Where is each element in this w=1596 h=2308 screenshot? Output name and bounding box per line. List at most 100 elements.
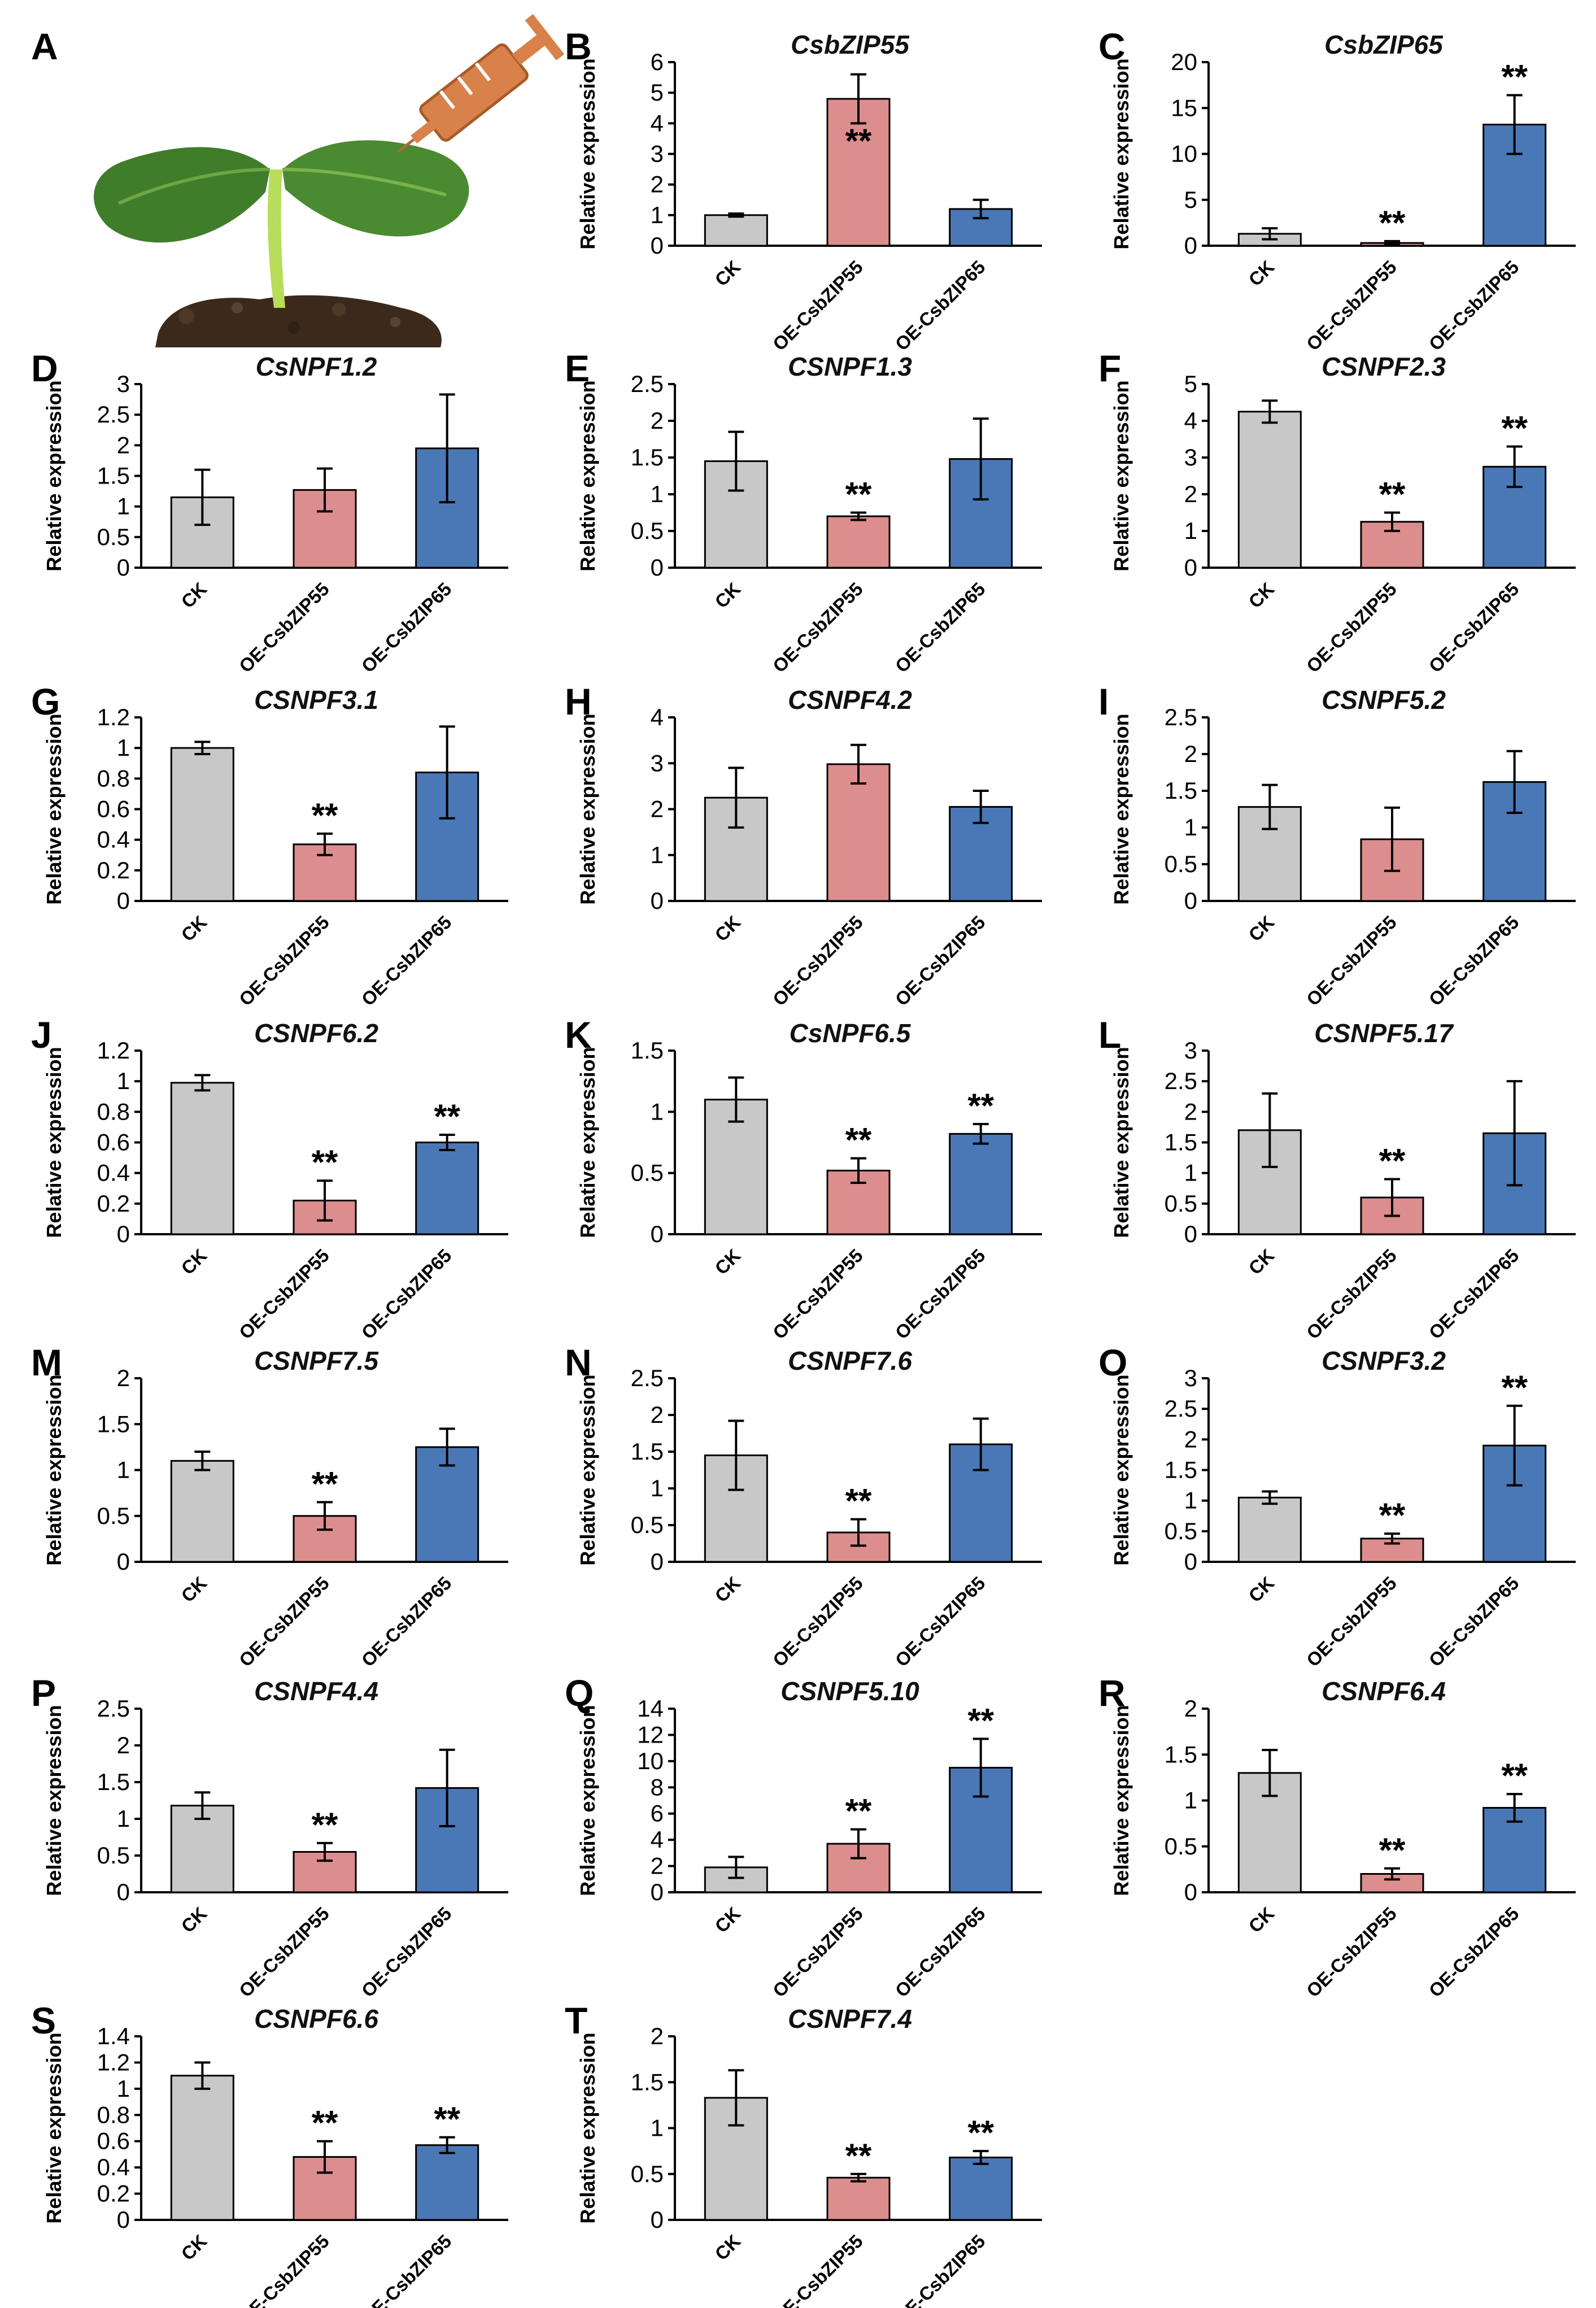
y-tick-label: 0 [651, 2206, 664, 2233]
y-tick-label: 1.5 [1165, 777, 1197, 804]
chart-panel-b: B CsbZIP55 Relative expression 0 1 2 3 4 5 6 CK ** O… [565, 25, 1042, 355]
category-label: CK [177, 2231, 211, 2265]
y-tick-label: 0 [117, 887, 130, 914]
y-tick-label: 4 [651, 1826, 664, 1853]
category-label: CK [1244, 1245, 1278, 1279]
category-label: OE-CsbZIP65 [357, 1245, 456, 1343]
category-label: OE-CsbZIP55 [1302, 1573, 1401, 1671]
y-tick-label: 1.5 [631, 1438, 664, 1465]
y-tick-label: 0.5 [631, 517, 664, 544]
y-tick-label: 1.5 [97, 1410, 130, 1437]
bar-ck [1237, 411, 1302, 569]
y-tick-label: 1.5 [1165, 1457, 1197, 1483]
y-axis-label: Relative expression [576, 58, 599, 249]
category-label: OE-CsbZIP55 [769, 912, 867, 1010]
y-tick-label: 2 [651, 1401, 664, 1428]
category-label: CK [177, 1903, 211, 1937]
category-label: CK [710, 912, 744, 946]
y-axis-label: Relative expression [1110, 713, 1133, 904]
chart-title: CSNPF6.2 [254, 1018, 378, 1048]
y-tick-label: 0 [117, 554, 130, 581]
bar-oe-csbzip55 [826, 763, 891, 902]
y-axis-label: Relative expression [576, 1047, 599, 1238]
category-label: CK [177, 1573, 211, 1606]
category-label: CK [177, 912, 211, 946]
y-tick-label: 0.4 [97, 1160, 130, 1186]
significance-mark: ** [312, 1143, 338, 1181]
chart-title: CSNPF3.2 [1322, 1346, 1446, 1375]
y-tick-label: 1 [117, 1805, 130, 1832]
y-tick-label: 20 [1171, 49, 1197, 75]
y-tick-label: 0.8 [97, 765, 130, 791]
significance-mark: ** [1379, 1142, 1406, 1180]
y-tick-label: 0 [651, 232, 664, 259]
panel-letter: I [1098, 681, 1109, 722]
y-tick-label: 0 [117, 1548, 130, 1575]
significance-mark: ** [312, 796, 338, 834]
y-tick-label: 1 [1184, 1787, 1197, 1814]
chart-panel-t: T CSNPF7.4 Relative expression 0 0.5 1 1.5 2 CK *… [565, 2000, 1042, 2308]
y-tick-label: 1.5 [631, 444, 664, 471]
y-tick-label: 2 [117, 1732, 130, 1758]
chart-title: CSNPF7.5 [254, 1346, 379, 1375]
chart-panel-k: K CsNPF6.5 Relative expression 0 0.5 1 1.5 CK **… [565, 1014, 1042, 1343]
y-tick-label: 1.4 [97, 2023, 130, 2049]
chart-panel-d: D CsNPF1.2 Relative expression 0 0.5 1 1.5 2 2.5… [31, 347, 508, 677]
category-label: OE-CsbZIP65 [891, 2231, 989, 2308]
y-tick-label: 2.5 [1165, 1395, 1197, 1422]
y-tick-label: 2 [1184, 1695, 1197, 1722]
bar-oe-csbzip65 [415, 1142, 479, 1235]
category-label: OE-CsbZIP65 [1425, 256, 1523, 355]
category-label: OE-CsbZIP65 [891, 578, 989, 677]
bar-oe-csbzip55 [826, 2176, 891, 2221]
y-tick-label: 0 [651, 1221, 664, 1247]
y-axis-label: Relative expression [1110, 1374, 1133, 1565]
bar-oe-csbzip65 [415, 2144, 479, 2221]
chart-panel-q: Q CSNPF5.10 Relative expression 02468101214… [565, 1672, 1042, 2001]
category-label: OE-CsbZIP55 [1302, 912, 1401, 1010]
significance-mark: ** [845, 1121, 872, 1159]
chart-title: CSNPF5.17 [1314, 1018, 1454, 1048]
y-tick-label: 0 [651, 1548, 664, 1575]
significance-mark: ** [312, 1465, 338, 1503]
panel-letter: T [565, 2000, 587, 2041]
category-label: OE-CsbZIP65 [1425, 578, 1523, 677]
chart-title: CsbZIP65 [1324, 30, 1444, 59]
category-label: OE-CsbZIP55 [769, 1245, 867, 1343]
y-tick-label: 2 [1184, 1098, 1197, 1125]
chart-title: CsNPF1.2 [256, 352, 377, 381]
significance-mark: ** [1501, 410, 1528, 447]
category-label: OE-CsbZIP55 [1302, 1903, 1401, 2001]
significance-mark: ** [434, 1098, 460, 1135]
y-tick-label: 3 [1184, 444, 1197, 471]
category-label: OE-CsbZIP55 [235, 1245, 333, 1343]
y-tick-label: 15 [1171, 94, 1197, 121]
category-label: OE-CsbZIP65 [357, 912, 456, 1010]
category-label: OE-CsbZIP65 [891, 1245, 989, 1343]
y-tick-label: 1 [1184, 517, 1197, 544]
y-tick-label: 1.2 [97, 1037, 130, 1064]
y-tick-label: 1 [651, 481, 664, 507]
bar-oe-csbzip55 [826, 515, 891, 569]
panel-letter: C [1098, 25, 1126, 67]
significance-mark: ** [312, 2104, 338, 2142]
y-tick-label: 1 [117, 1457, 130, 1483]
y-tick-label: 1 [117, 2075, 130, 2102]
y-tick-label: 2 [1184, 481, 1197, 507]
y-tick-label: 3 [651, 750, 664, 776]
y-tick-label: 2 [651, 407, 664, 434]
y-tick-label: 2 [1184, 741, 1197, 767]
y-tick-label: 2 [651, 1853, 664, 1879]
y-tick-label: 2.5 [97, 1695, 130, 1722]
y-tick-label: 0.8 [97, 2101, 130, 2128]
y-tick-label: 0.2 [97, 2180, 130, 2207]
panel-letter: B [565, 25, 592, 67]
bar-ck [170, 1460, 234, 1563]
significance-mark: ** [434, 2100, 460, 2138]
category-label: OE-CsbZIP65 [1425, 1903, 1523, 2001]
y-tick-label: 0 [1184, 1221, 1197, 1247]
bar-oe-csbzip65 [949, 1133, 1013, 1235]
y-tick-label: 0 [117, 1221, 130, 1247]
category-label: OE-CsbZIP65 [891, 1903, 989, 2001]
category-label: OE-CsbZIP55 [1302, 256, 1401, 355]
